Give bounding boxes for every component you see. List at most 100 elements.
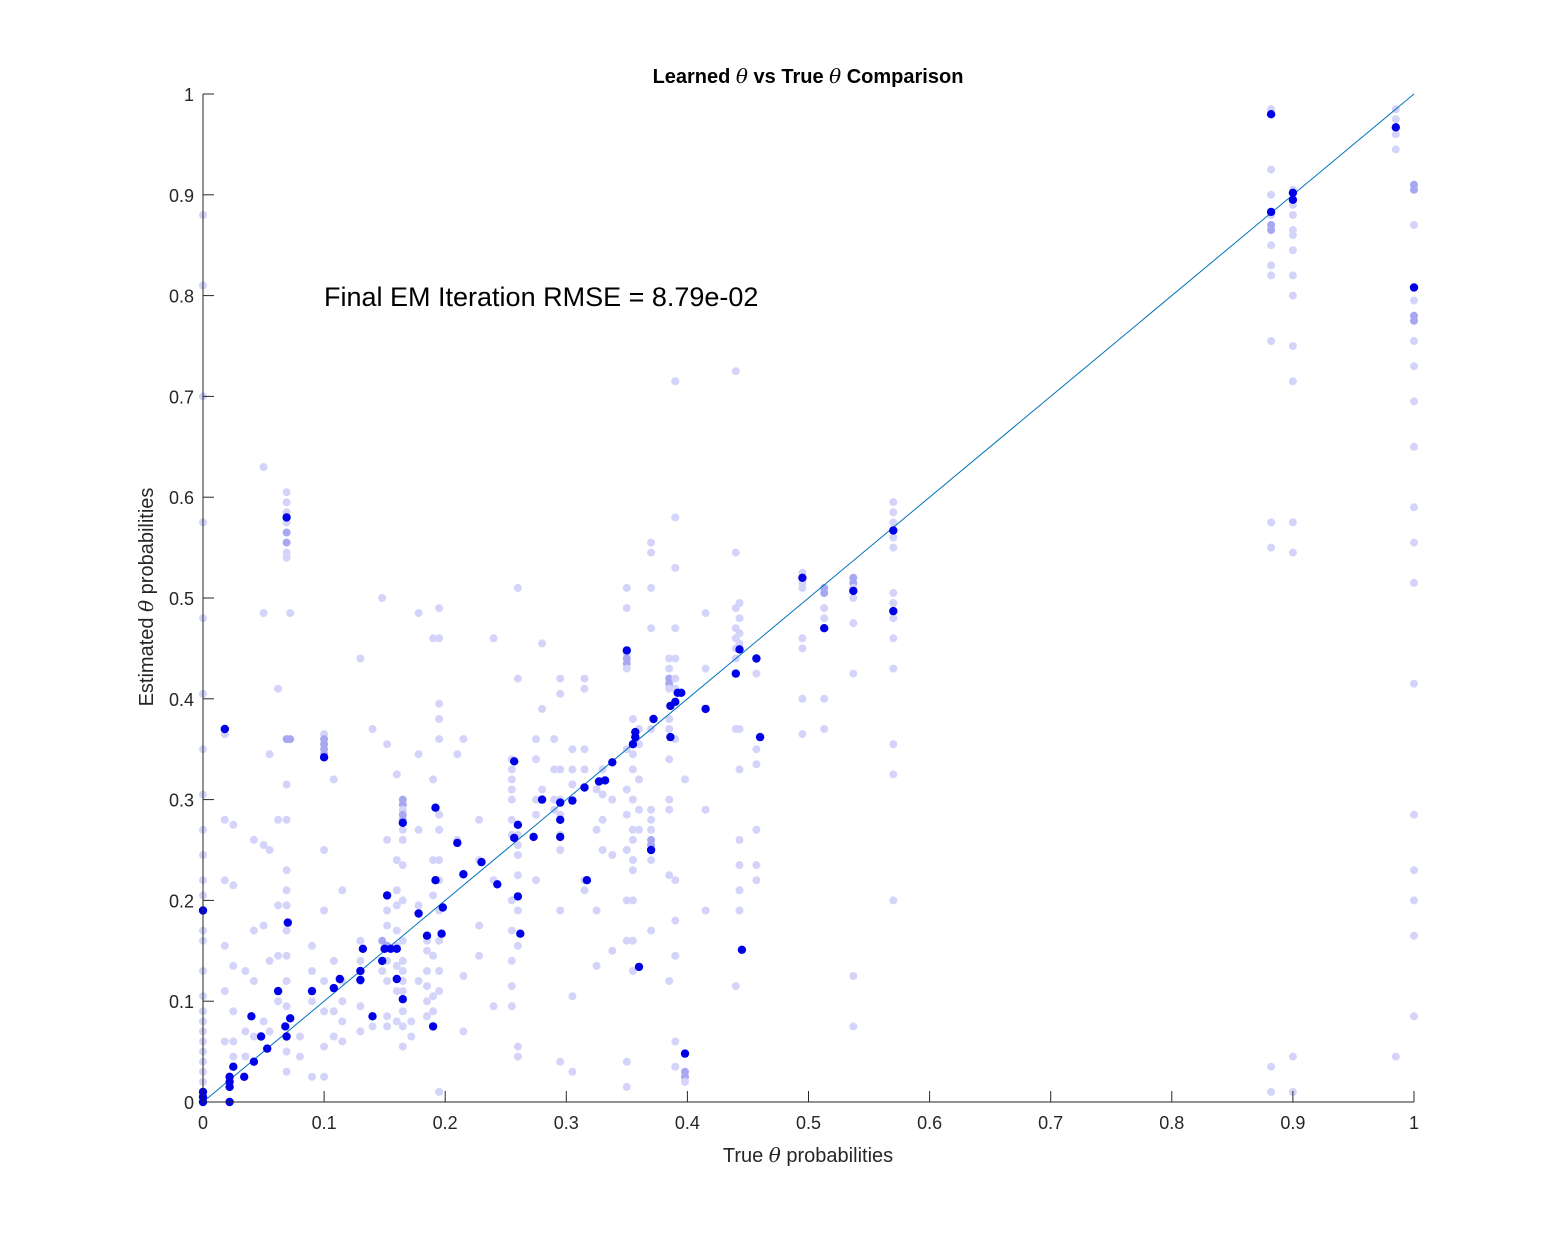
earlier-point bbox=[735, 886, 744, 895]
earlier-point bbox=[889, 740, 898, 749]
earlier-point bbox=[383, 1012, 392, 1021]
earlier-point bbox=[286, 609, 295, 618]
earlier-point bbox=[398, 896, 407, 905]
earlier-point bbox=[423, 982, 431, 991]
earlier-point bbox=[568, 1067, 577, 1076]
earlier-point bbox=[665, 795, 674, 804]
final-point bbox=[282, 513, 291, 522]
earlier-point bbox=[329, 956, 338, 965]
earlier-point bbox=[628, 936, 637, 945]
earlier-point bbox=[1410, 296, 1418, 305]
x-tick-label: 0.9 bbox=[1280, 1113, 1305, 1133]
earlier-point bbox=[435, 1087, 444, 1096]
earlier-point bbox=[1410, 866, 1418, 875]
earlier-point bbox=[356, 936, 365, 945]
earlier-point bbox=[378, 936, 387, 945]
rmse-annotation: Final EM Iteration RMSE = 8.79e-02 bbox=[324, 282, 758, 312]
earlier-point bbox=[671, 916, 680, 925]
earlier-point bbox=[378, 967, 387, 975]
earlier-point bbox=[647, 538, 656, 547]
y-tick-label: 0.2 bbox=[169, 891, 194, 911]
earlier-point bbox=[849, 1022, 858, 1031]
earlier-point bbox=[435, 634, 444, 643]
final-point bbox=[680, 1049, 690, 1058]
earlier-point bbox=[622, 1057, 631, 1066]
final-point bbox=[798, 573, 807, 582]
final-point bbox=[428, 1022, 438, 1031]
earlier-point bbox=[731, 982, 740, 991]
final-point bbox=[849, 586, 858, 596]
earlier-point bbox=[580, 765, 589, 774]
earlier-point bbox=[798, 694, 807, 703]
earlier-point bbox=[647, 815, 656, 824]
earlier-point bbox=[622, 1082, 631, 1091]
earlier-point bbox=[1267, 1087, 1276, 1096]
earlier-point bbox=[532, 755, 540, 764]
final-point bbox=[513, 892, 523, 901]
earlier-point bbox=[513, 841, 522, 849]
earlier-point bbox=[849, 619, 858, 628]
earlier-point bbox=[282, 901, 291, 910]
earlier-point bbox=[538, 704, 547, 713]
earlier-point bbox=[398, 861, 407, 870]
final-point bbox=[382, 891, 392, 900]
earlier-point bbox=[489, 634, 498, 643]
y-tick-label: 0.3 bbox=[169, 791, 194, 811]
final-point bbox=[493, 880, 502, 889]
earlier-point bbox=[513, 871, 522, 880]
earlier-point bbox=[889, 498, 898, 507]
earlier-point bbox=[628, 715, 637, 723]
earlier-point bbox=[259, 463, 268, 471]
earlier-point bbox=[489, 1002, 498, 1011]
final-iteration-points bbox=[198, 110, 1419, 1107]
earlier-point bbox=[1288, 377, 1297, 386]
x-tick-label: 0.1 bbox=[312, 1113, 337, 1133]
earlier-point bbox=[356, 956, 365, 965]
final-point bbox=[1266, 110, 1276, 119]
earlier-point bbox=[320, 1072, 329, 1081]
earlier-point bbox=[681, 775, 689, 784]
earlier-point bbox=[820, 725, 829, 733]
earlier-point bbox=[282, 866, 291, 875]
earlier-point bbox=[889, 770, 898, 779]
earlier-point bbox=[671, 563, 680, 572]
earlier-point bbox=[849, 972, 858, 980]
earlier-point bbox=[435, 735, 444, 744]
final-point bbox=[240, 1072, 249, 1082]
final-point bbox=[634, 962, 644, 972]
final-point bbox=[671, 697, 680, 706]
y-tick-label: 1 bbox=[184, 85, 194, 105]
final-point bbox=[247, 1012, 256, 1021]
earlier-point bbox=[1288, 231, 1297, 240]
earlier-point bbox=[398, 936, 407, 945]
earlier-point bbox=[580, 674, 589, 683]
earlier-point bbox=[282, 498, 291, 507]
earlier-point bbox=[889, 599, 898, 607]
earlier-point bbox=[392, 901, 401, 910]
earlier-point bbox=[635, 775, 643, 784]
earlier-point bbox=[592, 906, 601, 915]
earlier-point bbox=[532, 735, 540, 744]
earlier-point bbox=[798, 583, 807, 592]
x-tick-label: 0.8 bbox=[1159, 1113, 1184, 1133]
y-tick-label: 0 bbox=[184, 1093, 194, 1113]
earlier-point bbox=[628, 825, 637, 834]
earlier-point bbox=[1267, 543, 1276, 552]
earlier-point bbox=[671, 654, 680, 663]
earlier-point bbox=[622, 604, 631, 613]
final-point bbox=[356, 975, 365, 985]
earlier-point bbox=[383, 1022, 392, 1031]
chart-title: Learned θ vs True θ Comparison bbox=[653, 64, 964, 88]
earlier-point bbox=[414, 609, 423, 618]
final-point bbox=[273, 986, 283, 996]
final-point bbox=[392, 944, 401, 953]
earlier-point bbox=[459, 972, 468, 980]
earlier-point bbox=[647, 548, 656, 557]
earlier-point bbox=[1267, 518, 1276, 527]
earlier-point bbox=[1267, 241, 1276, 250]
final-point bbox=[256, 1032, 266, 1041]
earlier-point bbox=[671, 377, 680, 386]
earlier-point bbox=[608, 946, 617, 955]
final-point bbox=[752, 654, 761, 663]
